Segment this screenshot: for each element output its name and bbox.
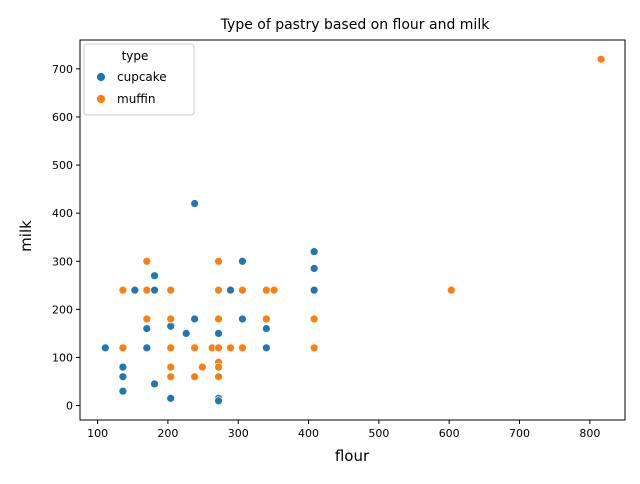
muffin-point — [226, 343, 235, 353]
cupcake-point — [150, 271, 159, 281]
y-tick-label: 500 — [52, 159, 73, 172]
x-tick-label: 200 — [157, 427, 178, 440]
chart-title: Type of pastry based on flour and milk — [220, 17, 491, 33]
cupcake-point — [261, 343, 271, 353]
cupcake-point — [130, 285, 140, 295]
legend-entries: cupcake muffin — [96, 70, 167, 106]
muffin-point — [214, 362, 223, 372]
muffin-point — [142, 256, 152, 266]
cupcake-point — [150, 285, 159, 295]
y-tick-label: 0 — [66, 400, 73, 413]
muffin-point — [166, 343, 176, 353]
muffin-point — [214, 343, 223, 353]
y-tick-label: 200 — [52, 303, 73, 316]
legend: type cupcake muffin — [83, 43, 195, 116]
muffin-point — [214, 372, 223, 382]
plot-frame — [79, 39, 626, 421]
cupcake-point — [142, 324, 152, 333]
muffin-point — [309, 343, 319, 353]
y-tick-label: 700 — [52, 63, 73, 76]
x-tick-label: 500 — [368, 427, 389, 440]
x-tick-label: 400 — [298, 427, 319, 440]
muffin-point — [142, 314, 152, 324]
cupcake-point — [226, 285, 235, 295]
cupcake-point — [100, 343, 110, 353]
muffin-point — [261, 314, 271, 324]
muffin-point — [596, 54, 606, 64]
cupcake-point — [238, 256, 247, 266]
legend-label-muffin: muffin — [117, 92, 156, 106]
cupcake-point — [309, 264, 319, 273]
legend-box — [83, 43, 195, 116]
muffin-point — [197, 362, 207, 372]
muffin-point — [261, 285, 271, 295]
legend-label-cupcake: cupcake — [117, 70, 167, 84]
x-tick-label: 600 — [439, 427, 460, 440]
cupcake-point — [118, 386, 128, 396]
muffin-point — [166, 314, 176, 324]
cupcake-point — [261, 324, 271, 333]
x-axis-label: flour — [335, 447, 370, 465]
muffin-point — [238, 285, 247, 295]
x-axis: 100 200 300 400 500 600 700 800 — [87, 420, 600, 440]
muffin-point — [118, 285, 128, 295]
y-tick-label: 600 — [52, 111, 73, 124]
muffin-point — [190, 372, 200, 382]
muffin-point — [446, 285, 456, 295]
legend-marker-muffin — [96, 94, 106, 104]
y-tick-label: 100 — [52, 351, 73, 364]
muffin-point — [309, 314, 319, 324]
legend-title: type — [122, 49, 149, 63]
x-tick-label: 300 — [228, 427, 249, 440]
muffin-point — [238, 343, 247, 353]
cupcake-point — [214, 329, 223, 338]
cupcake-point — [309, 247, 319, 257]
y-axis: 0 100 200 300 400 500 600 700 — [52, 63, 80, 413]
muffin-point — [269, 285, 279, 295]
y-tick-label: 400 — [52, 207, 73, 220]
muffin-point — [214, 314, 223, 324]
cupcake-point — [150, 379, 159, 389]
muffin-point — [214, 285, 223, 295]
legend-marker-cupcake — [96, 72, 106, 82]
x-tick-label: 700 — [509, 427, 530, 440]
cupcake-point — [190, 314, 200, 324]
muffin-point — [190, 343, 200, 353]
cupcake-point — [118, 372, 128, 382]
points-layer — [100, 54, 606, 406]
cupcake-point — [190, 199, 200, 208]
cupcake-point — [166, 393, 176, 403]
muffin-point — [142, 285, 152, 295]
muffin-point — [214, 256, 223, 266]
x-tick-label: 100 — [87, 427, 108, 440]
cupcake-point — [214, 396, 223, 406]
cupcake-point — [309, 285, 319, 295]
muffin-point — [118, 343, 128, 353]
cupcake-point — [181, 329, 191, 338]
cupcake-point — [142, 343, 152, 353]
y-tick-label: 300 — [52, 255, 73, 268]
muffin-point — [166, 362, 176, 372]
muffin-point — [166, 372, 176, 382]
x-tick-label: 800 — [579, 427, 600, 440]
cupcake-point — [118, 362, 128, 372]
cupcake-point — [166, 321, 176, 331]
muffin-point — [166, 285, 176, 295]
y-axis-label: milk — [17, 220, 35, 252]
cupcake-point — [238, 314, 247, 324]
